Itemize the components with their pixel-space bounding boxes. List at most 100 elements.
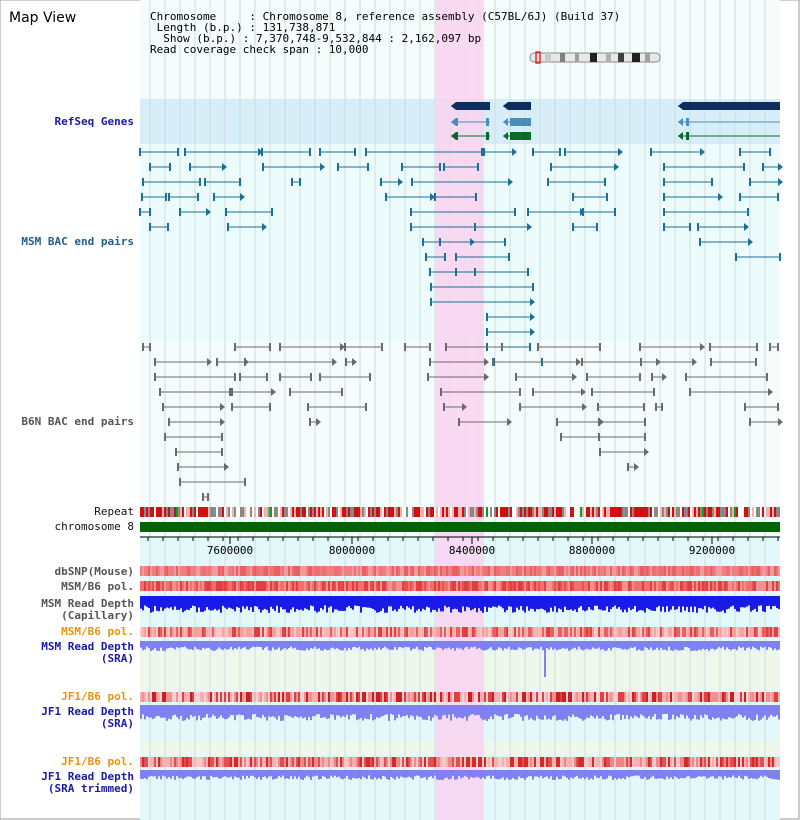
dbsnp-strip-cell xyxy=(648,566,650,576)
msm-pol-strip-cell xyxy=(752,581,754,591)
msm-depth-capillary-bar xyxy=(768,596,770,606)
jf1-depth-trimmed-bar xyxy=(210,770,212,776)
jf1-pol-trim-strip-cell xyxy=(696,757,698,767)
jf1-depth-bar xyxy=(196,705,198,721)
jf1-pol-trim-strip-cell xyxy=(348,757,350,767)
jf1-depth-bar xyxy=(636,705,638,717)
msm-depth-sra-bar xyxy=(280,641,282,651)
jf1-depth-bar xyxy=(388,705,390,721)
repeat-segment xyxy=(720,507,722,517)
msm-pol-sra-strip-cell xyxy=(686,627,688,637)
msm-pol-strip-cell xyxy=(140,581,142,591)
dbsnp-strip-cell xyxy=(496,566,498,576)
jf1-pol-strip-cell xyxy=(286,692,288,702)
msm-depth-capillary-bar xyxy=(312,596,314,607)
chromosome-ideogram[interactable] xyxy=(529,51,661,64)
repeat-segment xyxy=(514,507,516,517)
jf1-depth-bar xyxy=(202,705,204,718)
jf1-pol-strip-cell xyxy=(206,692,208,702)
jf1-depth-bar xyxy=(376,705,378,718)
msm-bac-pair-end xyxy=(514,208,516,216)
jf1-pol-strip-cell xyxy=(274,692,276,702)
track-label-msm-bac[interactable]: MSM BAC end pairs xyxy=(21,235,134,248)
jf1-depth-bar xyxy=(750,705,752,720)
jf1-depth-bar xyxy=(280,705,282,721)
jf1-pol-trim-strip-cell xyxy=(490,757,492,767)
jf1-pol-trim-strip-cell xyxy=(208,757,210,767)
jf1-depth-trimmed-bar xyxy=(290,770,292,777)
dbsnp-strip-cell xyxy=(758,566,760,576)
track-label-refseq[interactable]: RefSeq Genes xyxy=(54,115,134,128)
jf1-depth-bar xyxy=(476,705,478,715)
msm-depth-capillary-bar xyxy=(472,596,474,610)
repeat-segment xyxy=(444,507,446,517)
msm-pol-strip-cell xyxy=(386,581,388,591)
jf1-depth-bar xyxy=(326,705,328,719)
jf1-pol-trim-strip-cell xyxy=(726,757,728,767)
dbsnp-strip-cell xyxy=(248,566,250,576)
dbsnp-strip-cell xyxy=(652,566,654,576)
jf1-pol-trim-strip-cell xyxy=(142,757,144,767)
jf1-depth-trimmed-bar xyxy=(464,770,466,776)
msm-pol-sra-strip-cell xyxy=(616,627,618,637)
msm-depth-capillary-bar xyxy=(476,596,478,613)
msm-depth-sra-bar xyxy=(576,641,578,650)
jf1-pol-trim-strip-cell xyxy=(366,757,368,767)
msm-depth-capillary-bar xyxy=(386,596,388,613)
dbsnp-strip-cell xyxy=(720,566,722,576)
jf1-depth-bar xyxy=(234,705,236,721)
msm-depth-capillary-bar xyxy=(402,596,404,609)
msm-pol-sra-strip-cell xyxy=(586,627,588,637)
jf1-pol-trim-strip-cell xyxy=(656,757,658,767)
msm-pol-strip-cell xyxy=(510,581,512,591)
dbsnp-strip-cell xyxy=(344,566,346,576)
msm-depth-sra-bar xyxy=(410,641,412,651)
jf1-pol-strip-cell xyxy=(312,692,314,702)
repeat-segment xyxy=(258,507,260,517)
dbsnp-strip-cell xyxy=(146,566,148,576)
jf1-depth-trimmed-bar xyxy=(176,770,178,776)
jf1-depth-bar xyxy=(384,705,386,715)
msm-depth-sra-bar xyxy=(598,641,600,648)
repeat-segment xyxy=(146,507,148,517)
msm-pol-sra-strip-cell xyxy=(666,627,668,637)
msm-pol-strip-cell xyxy=(188,581,190,591)
refseq-gene-exon xyxy=(510,118,531,126)
jf1-depth-bar xyxy=(572,705,574,715)
msm-pol-strip-cell xyxy=(408,581,410,591)
repeat-segment xyxy=(756,507,758,517)
track-label-b6n-bac[interactable]: B6N BAC end pairs xyxy=(21,415,134,428)
jf1-depth-bar xyxy=(528,705,530,720)
jf1-pol-trim-strip-cell xyxy=(634,757,636,767)
dbsnp-strip-cell xyxy=(436,566,438,576)
msm-depth-sra-bar xyxy=(204,641,206,649)
jf1-depth-bar xyxy=(666,705,668,714)
dbsnp-strip-cell xyxy=(320,566,322,576)
dbsnp-strip-cell xyxy=(724,566,726,576)
dbsnp-strip-cell xyxy=(698,566,700,576)
jf1-depth-trimmed-bar xyxy=(586,770,588,778)
jf1-depth-trimmed-bar xyxy=(140,770,142,779)
repeat-segment xyxy=(244,507,246,517)
msm-depth-capillary-bar xyxy=(668,596,670,612)
msm-bac-pair-end xyxy=(481,148,483,156)
msm-pol-strip-cell xyxy=(148,581,150,591)
msm-depth-sra-bar xyxy=(268,641,270,651)
msm-bac-pair-end xyxy=(572,193,574,201)
msm-pol-strip-cell xyxy=(692,581,694,591)
jf1-pol-strip-cell xyxy=(500,692,502,702)
msm-pol-strip-cell xyxy=(498,581,500,591)
msm-pol-strip-cell xyxy=(444,581,446,591)
jf1-depth-bar xyxy=(438,705,440,720)
msm-depth-capillary-bar xyxy=(212,596,214,611)
msm-pol-strip-cell xyxy=(404,581,406,591)
dbsnp-strip-cell xyxy=(162,566,164,576)
b6n-bac-pair-end xyxy=(458,418,460,426)
msm-pol-sra-strip-cell xyxy=(258,627,260,637)
jf1-pol-strip-cell xyxy=(426,692,428,702)
jf1-depth-trimmed-bar xyxy=(504,770,506,780)
jf1-depth-trimmed-bar xyxy=(366,770,368,779)
msm-pol-sra-strip-cell xyxy=(680,627,682,637)
msm-depth-capillary-bar xyxy=(568,596,570,611)
